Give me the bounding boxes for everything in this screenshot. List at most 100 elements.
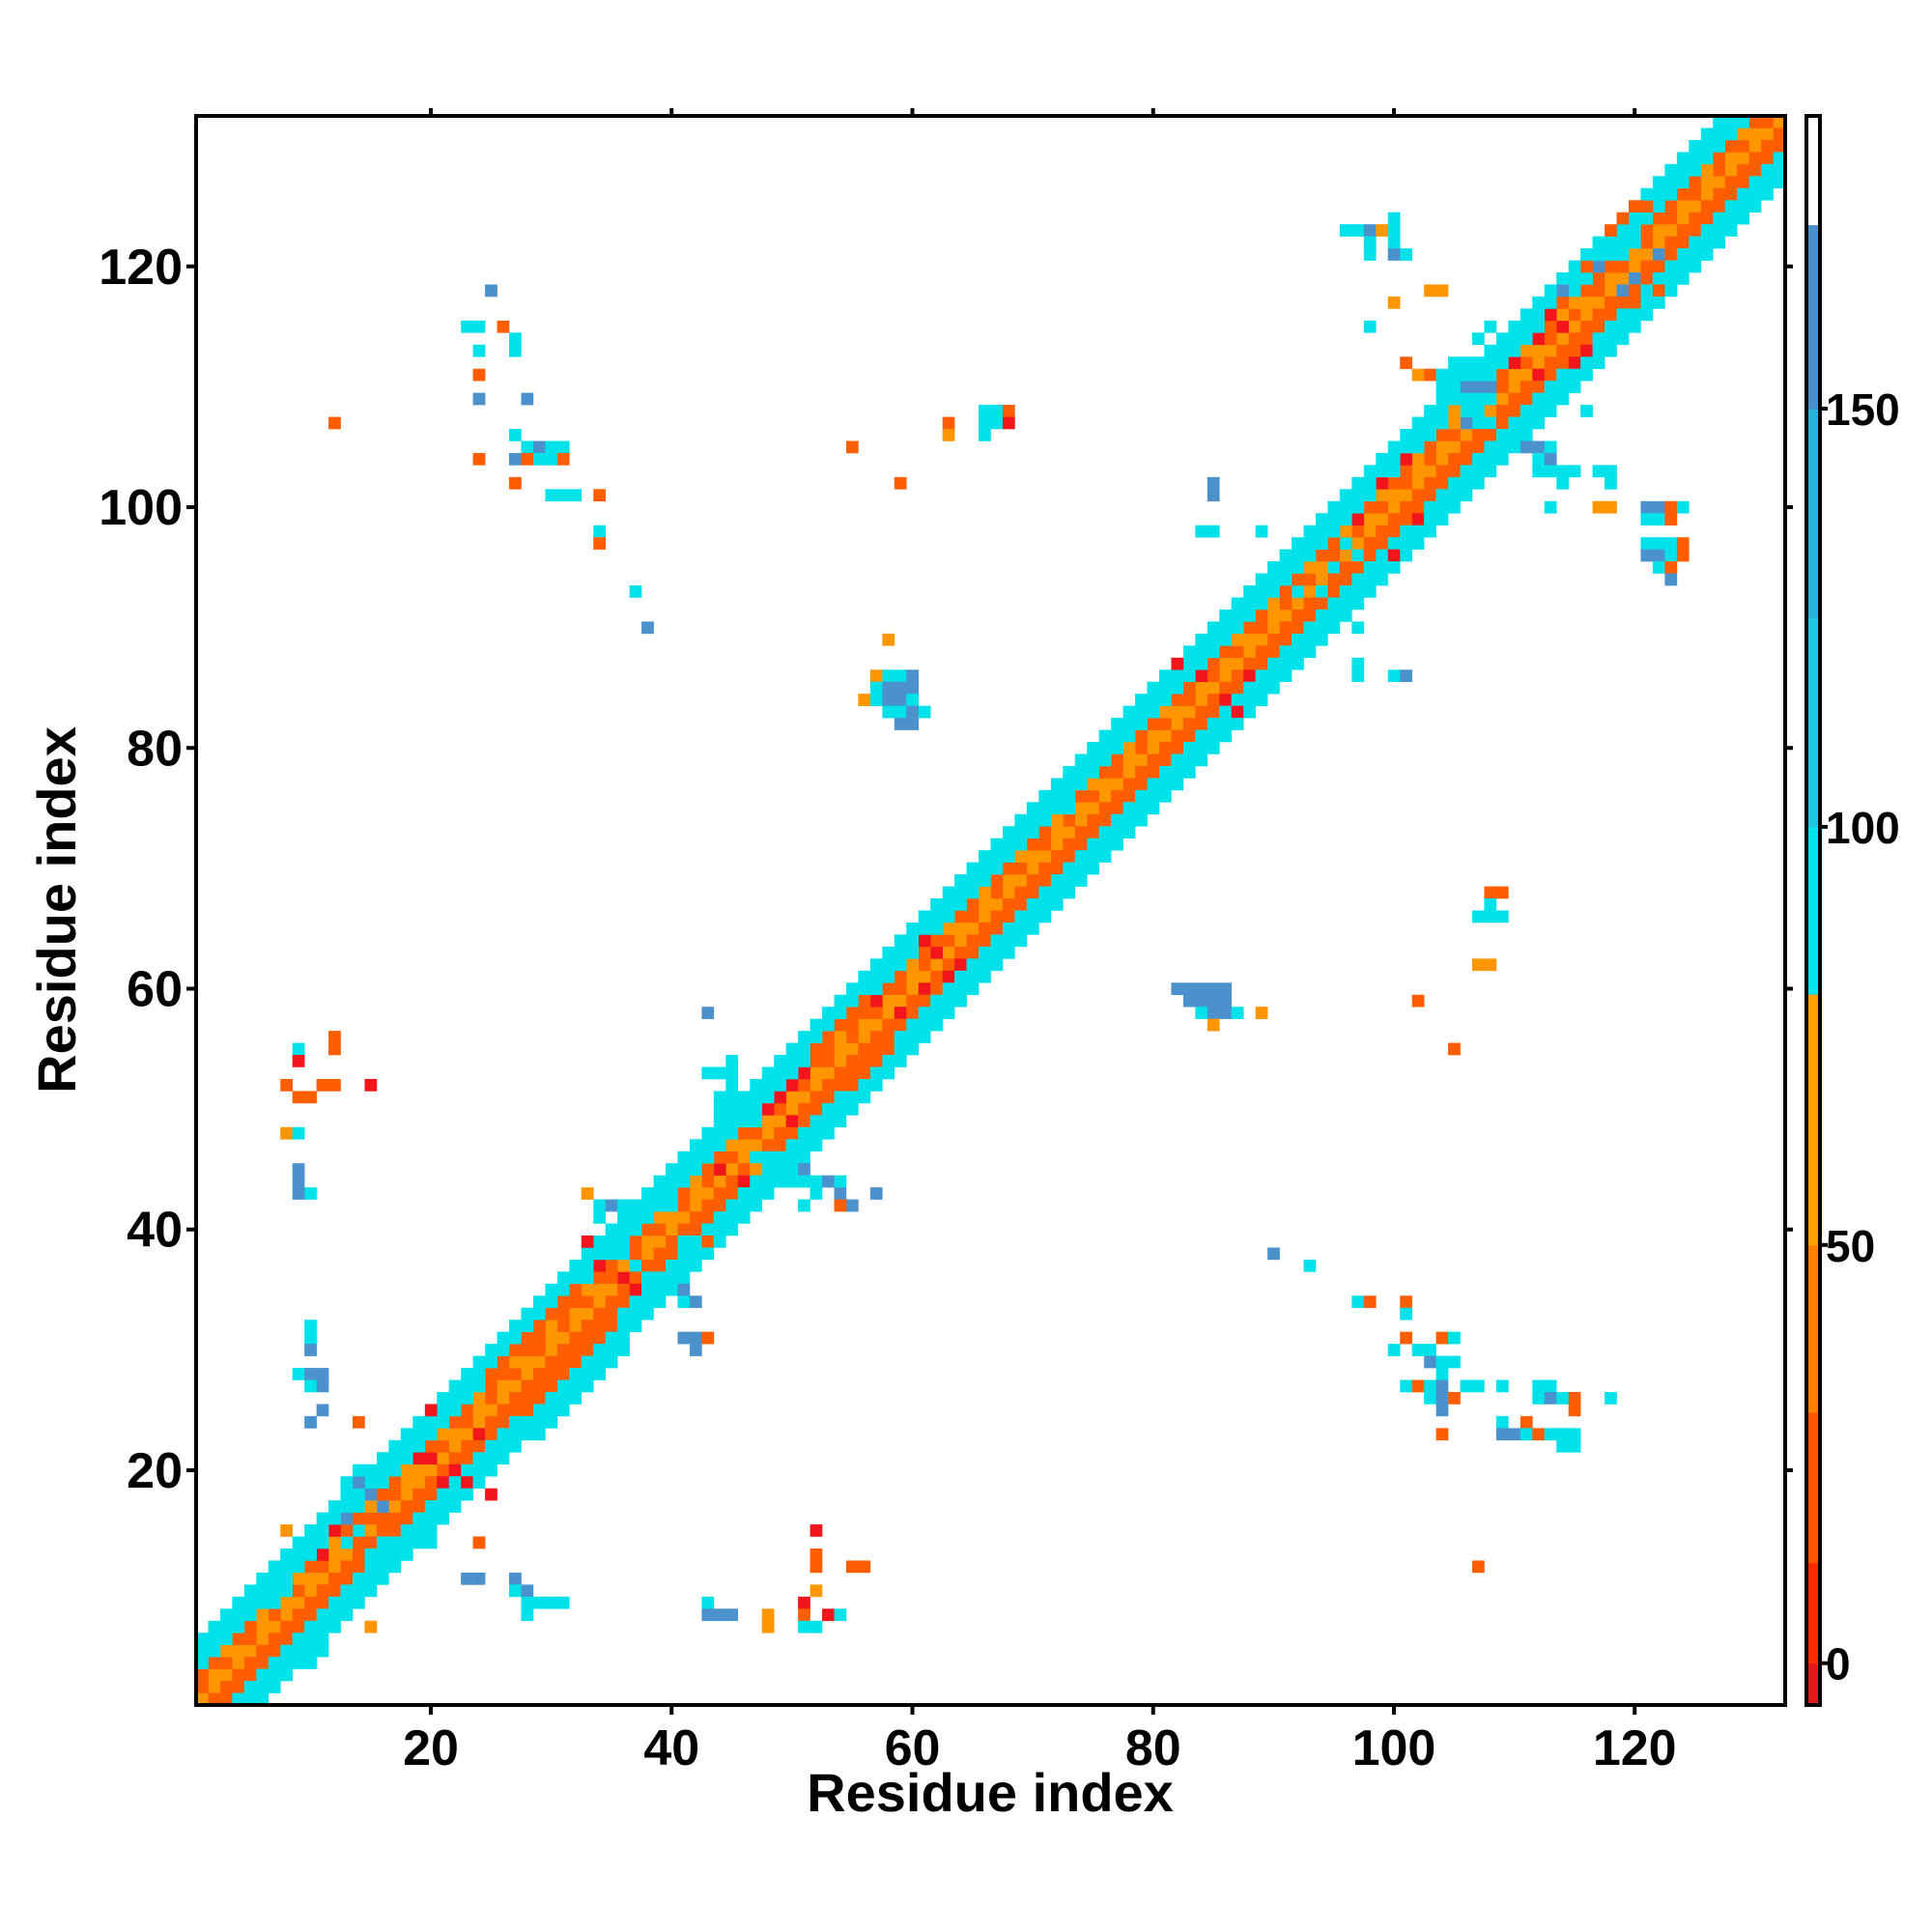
- heatmap-cell: [545, 1307, 558, 1321]
- heatmap-cell: [1520, 381, 1533, 393]
- heatmap-cell: [412, 1488, 426, 1501]
- heatmap-cell: [1652, 513, 1665, 526]
- heatmap-cell: [1243, 621, 1256, 635]
- heatmap-cell: [1292, 561, 1304, 574]
- heatmap-cell: [1231, 1007, 1244, 1019]
- heatmap-cell: [1122, 753, 1136, 767]
- heatmap-cell: [617, 1247, 630, 1261]
- heatmap-cell: [1400, 476, 1412, 490]
- heatmap-cell: [629, 1199, 642, 1212]
- heatmap-cell: [1351, 549, 1365, 562]
- heatmap-cell: [737, 1139, 751, 1152]
- heatmap-cell: [1063, 765, 1076, 779]
- heatmap-cell: [1351, 621, 1365, 635]
- heatmap-cell: [1435, 284, 1449, 298]
- heatmap-cell: [1400, 1307, 1412, 1321]
- heatmap-cell: [1532, 296, 1546, 309]
- heatmap-cell: [617, 1331, 630, 1345]
- heatmap-cell: [666, 1247, 678, 1261]
- heatmap-cell: [1484, 452, 1497, 466]
- heatmap-cell: [894, 1018, 907, 1032]
- heatmap-cell: [292, 1633, 305, 1645]
- heatmap-cell: [497, 1428, 510, 1441]
- heatmap-cell: [1664, 260, 1678, 273]
- heatmap-cell: [376, 1572, 389, 1585]
- heatmap-cell: [1605, 272, 1617, 285]
- heatmap-cell: [906, 705, 920, 719]
- heatmap-cell: [569, 489, 582, 502]
- heatmap-cell: [1195, 753, 1208, 767]
- heatmap-cell: [208, 1620, 221, 1634]
- heatmap-cell: [593, 1271, 607, 1285]
- heatmap-cell: [1182, 718, 1196, 730]
- heatmap-cell: [1014, 898, 1028, 911]
- heatmap-cell: [1267, 645, 1280, 659]
- heatmap-cell: [280, 1548, 293, 1561]
- heatmap-cell: [448, 1500, 462, 1513]
- heatmap-cell: [882, 1066, 895, 1080]
- heatmap-cell: [701, 1151, 715, 1164]
- heatmap-cell: [521, 440, 534, 454]
- heatmap-cell: [268, 1644, 281, 1658]
- heatmap-cell: [545, 1379, 558, 1393]
- heatmap-cell: [1387, 500, 1401, 514]
- heatmap-cell: [1122, 705, 1136, 719]
- heatmap-cell: [1243, 609, 1256, 622]
- heatmap-cell: [1255, 633, 1268, 646]
- heatmap-cell: [1303, 1259, 1317, 1272]
- heatmap-cell: [979, 958, 991, 972]
- heatmap-cell: [725, 1211, 739, 1224]
- heatmap-cell: [1424, 284, 1436, 298]
- heatmap-cell: [593, 1320, 607, 1332]
- heatmap-cell: [617, 1199, 630, 1212]
- heatmap-cell: [1495, 886, 1509, 899]
- heatmap-cell: [219, 1633, 233, 1645]
- heatmap-cell: [1267, 669, 1280, 683]
- heatmap-cell: [243, 1681, 257, 1693]
- heatmap-cell: [918, 970, 931, 983]
- heatmap-cell: [376, 1488, 389, 1501]
- heatmap-cell: [737, 1211, 751, 1224]
- heatmap-cell: [1303, 609, 1317, 622]
- heatmap-cell: [1592, 296, 1605, 309]
- heatmap-cell: [990, 886, 1004, 899]
- heatmap-cell: [930, 1007, 943, 1019]
- heatmap-cell: [328, 1042, 341, 1056]
- heatmap-cell: [1147, 789, 1160, 803]
- heatmap-cell: [689, 1187, 702, 1200]
- heatmap-cell: [737, 1126, 751, 1140]
- heatmap-cell: [1219, 1007, 1233, 1019]
- heatmap-cell: [1448, 1042, 1461, 1056]
- heatmap-cell: [243, 1692, 257, 1706]
- heatmap-cell: [750, 1091, 763, 1104]
- heatmap-cell: [364, 1620, 378, 1634]
- heatmap-cell: [1400, 429, 1412, 441]
- heatmap-cell: [1592, 272, 1605, 285]
- heatmap-cell: [581, 1259, 594, 1272]
- heatmap-cell: [701, 1126, 715, 1140]
- heatmap-cell: [1544, 344, 1557, 357]
- heatmap-cell: [1640, 187, 1654, 201]
- heatmap-cell: [1267, 597, 1280, 611]
- heatmap-cell: [556, 1596, 570, 1609]
- heatmap-cell: [1292, 633, 1304, 646]
- heatmap-cell: [1387, 513, 1401, 526]
- heatmap-cell: [556, 1391, 570, 1405]
- heatmap-cell: [725, 1187, 739, 1200]
- heatmap-cell: [1158, 705, 1172, 719]
- heatmap-cell: [1207, 718, 1220, 730]
- heatmap-cell: [605, 1283, 618, 1296]
- heatmap-cell: [1292, 621, 1304, 635]
- heatmap-cell: [1508, 332, 1521, 346]
- heatmap-cell: [1387, 669, 1401, 683]
- heatmap-cell: [353, 1584, 365, 1598]
- heatmap-cell: [1495, 392, 1509, 406]
- heatmap-cell: [509, 1331, 522, 1345]
- heatmap-cell: [810, 1115, 823, 1128]
- heatmap-cell: [353, 1512, 365, 1525]
- heatmap-cell: [1339, 500, 1352, 514]
- heatmap-cell: [882, 946, 895, 959]
- heatmap-cell: [521, 1331, 534, 1345]
- heatmap-cell: [485, 1488, 497, 1501]
